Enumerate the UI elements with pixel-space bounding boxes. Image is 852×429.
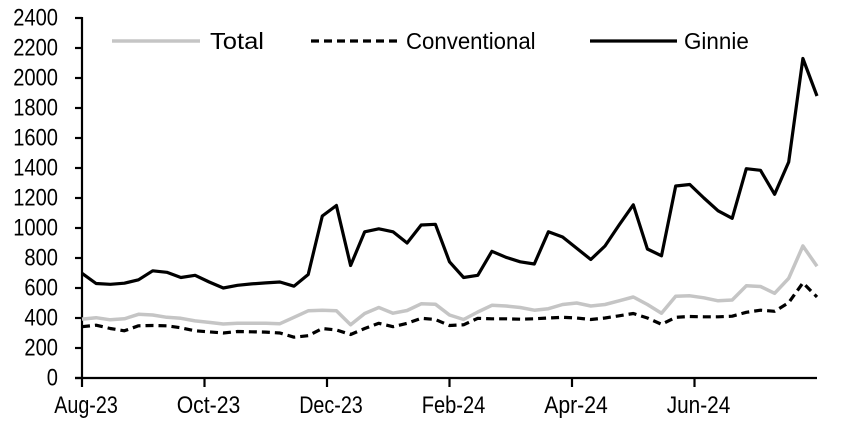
x-tick-label: Oct-23: [177, 392, 241, 419]
series-line-conventional: [81, 281, 819, 339]
y-tick-label: 1600: [13, 125, 58, 152]
x-tick-label: Feb-24: [422, 392, 486, 419]
y-tick-label: 1400: [13, 155, 58, 182]
y-tick-label: 200: [24, 335, 58, 362]
series-line-total: [81, 244, 819, 327]
legend-label-ginnie: Ginnie: [684, 28, 749, 54]
y-tick-label: 1200: [13, 185, 58, 212]
y-tick-label: 0: [47, 365, 58, 392]
x-tick-label: Dec-23: [299, 392, 363, 419]
legend-label-total: Total: [210, 28, 264, 54]
y-tick-label: 1800: [13, 95, 58, 122]
x-tick-label: Aug-23: [54, 392, 118, 419]
series-line-ginnie: [81, 56, 819, 290]
legend-label-conventional: Conventional: [406, 28, 536, 54]
y-tick-label: 2200: [13, 35, 58, 62]
y-tick-label: 800: [24, 245, 58, 272]
y-tick-label: 400: [24, 305, 58, 332]
x-tick-label: Jun-24: [667, 392, 731, 419]
y-tick-label: 2000: [13, 65, 58, 92]
x-tick-label: Apr-24: [544, 392, 608, 419]
y-tick-label: 1000: [13, 215, 58, 242]
y-tick-label: 2400: [13, 5, 58, 32]
y-tick-label: 600: [24, 275, 58, 302]
